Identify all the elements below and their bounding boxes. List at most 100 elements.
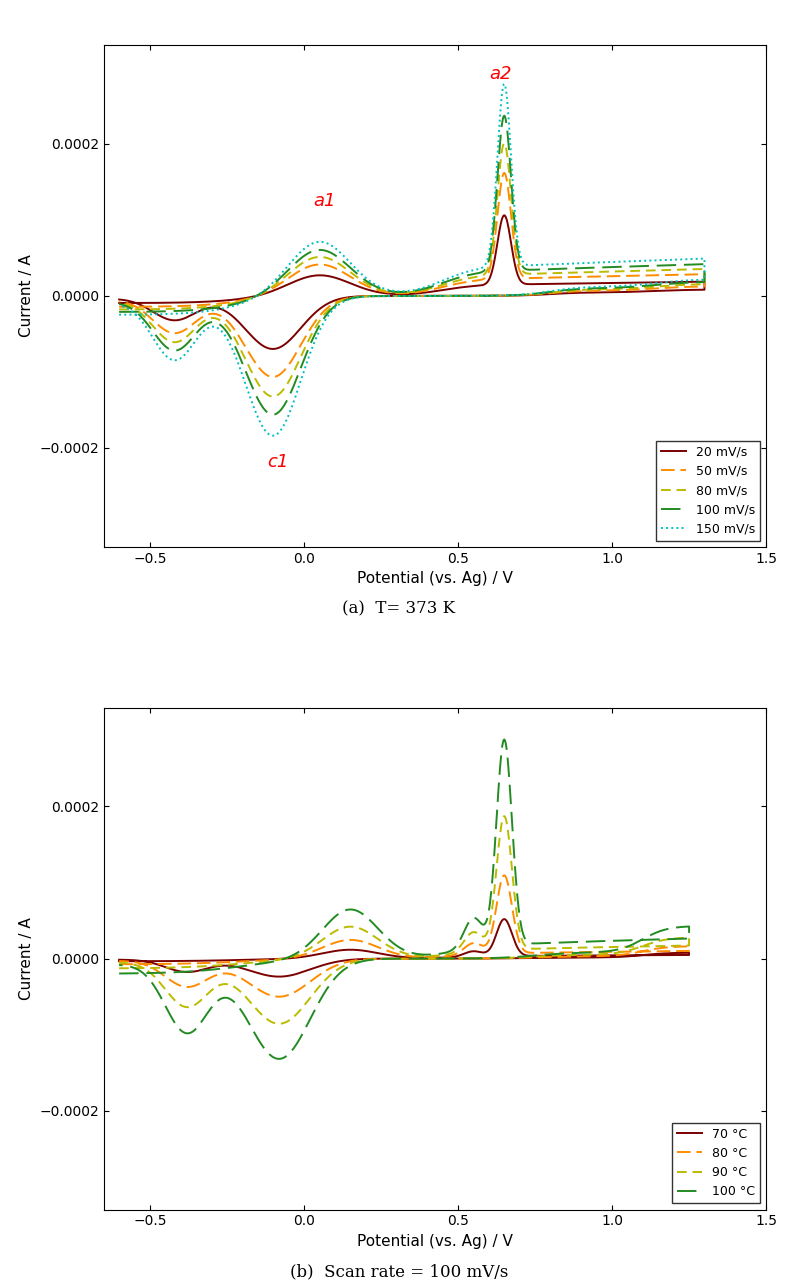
80 °C <box>500 868 509 883</box>
70 °C <box>318 946 328 961</box>
Y-axis label: Current / A: Current / A <box>18 918 34 1000</box>
Text: a2: a2 <box>489 65 512 83</box>
80 °C <box>136 956 145 972</box>
100 °C <box>318 922 328 937</box>
50 mV/s <box>645 268 654 283</box>
80 °C <box>468 951 478 966</box>
90 °C <box>500 809 509 824</box>
50 mV/s <box>188 316 198 332</box>
90 °C <box>136 960 145 975</box>
70 °C <box>275 969 284 984</box>
50 mV/s <box>268 369 278 384</box>
90 °C <box>187 998 196 1014</box>
Line: 80 mV/s: 80 mV/s <box>119 143 705 397</box>
Line: 150 mV/s: 150 mV/s <box>119 84 705 435</box>
100 mV/s <box>188 329 198 344</box>
80 mV/s <box>324 251 334 266</box>
70 °C <box>114 952 124 968</box>
90 °C <box>630 940 640 955</box>
Line: 50 mV/s: 50 mV/s <box>119 173 705 376</box>
70 °C <box>187 964 196 979</box>
90 °C <box>671 931 681 946</box>
70 °C <box>136 954 145 969</box>
50 mV/s <box>136 300 146 315</box>
20 mV/s <box>114 292 124 307</box>
100 mV/s <box>136 305 146 320</box>
20 mV/s <box>685 282 695 297</box>
70 °C <box>500 911 509 927</box>
100 °C <box>671 920 681 936</box>
20 mV/s <box>500 207 509 223</box>
70 °C <box>468 951 478 966</box>
70 °C <box>630 947 640 963</box>
100 mV/s <box>645 259 654 274</box>
70 °C <box>114 954 124 969</box>
Legend: 70 °C, 80 °C, 90 °C, 100 °C: 70 °C, 80 °C, 90 °C, 100 °C <box>672 1123 760 1203</box>
Line: 100 mV/s: 100 mV/s <box>119 115 705 415</box>
150 mV/s <box>114 307 124 323</box>
Line: 80 °C: 80 °C <box>119 876 689 997</box>
80 mV/s <box>500 136 509 151</box>
150 mV/s <box>136 307 146 323</box>
80 mV/s <box>188 323 198 338</box>
80 mV/s <box>114 296 124 311</box>
20 mV/s <box>645 275 654 291</box>
70 °C <box>671 946 681 961</box>
Text: (b)  Scan rate = 100 mV/s: (b) Scan rate = 100 mV/s <box>290 1263 508 1280</box>
100 mV/s <box>324 244 334 260</box>
150 mV/s <box>324 237 334 252</box>
80 mV/s <box>478 288 488 303</box>
50 mV/s <box>500 165 509 180</box>
20 mV/s <box>136 296 146 311</box>
80 °C <box>187 979 196 995</box>
80 °C <box>318 940 328 955</box>
80 mV/s <box>645 262 654 278</box>
Line: 20 mV/s: 20 mV/s <box>119 215 705 349</box>
100 mV/s <box>114 305 124 320</box>
100 °C <box>114 966 124 982</box>
50 mV/s <box>478 288 488 303</box>
Line: 70 °C: 70 °C <box>119 919 689 977</box>
80 °C <box>671 940 681 955</box>
90 °C <box>318 932 328 947</box>
80 °C <box>630 943 640 959</box>
80 mV/s <box>136 302 146 317</box>
100 °C <box>275 1051 284 1066</box>
80 mV/s <box>268 389 278 404</box>
20 mV/s <box>114 296 124 311</box>
150 mV/s <box>685 273 695 288</box>
X-axis label: Potential (vs. Ag) / V: Potential (vs. Ag) / V <box>357 1234 513 1249</box>
80 °C <box>114 954 124 969</box>
80 °C <box>275 989 284 1005</box>
100 mV/s <box>268 407 278 422</box>
100 mV/s <box>500 108 509 123</box>
Text: c1: c1 <box>267 453 288 471</box>
90 °C <box>114 960 124 975</box>
20 mV/s <box>188 306 198 321</box>
150 mV/s <box>478 288 488 303</box>
90 °C <box>468 951 478 966</box>
150 mV/s <box>645 253 654 269</box>
100 °C <box>187 1025 196 1041</box>
150 mV/s <box>188 337 198 352</box>
100 mV/s <box>478 288 488 303</box>
100 mV/s <box>114 297 124 312</box>
150 mV/s <box>268 428 278 443</box>
100 °C <box>114 957 124 973</box>
Line: 100 °C: 100 °C <box>119 740 689 1059</box>
80 mV/s <box>685 276 695 292</box>
50 mV/s <box>114 300 124 315</box>
Line: 90 °C: 90 °C <box>119 817 689 1024</box>
Text: a1: a1 <box>314 192 336 210</box>
150 mV/s <box>500 77 509 92</box>
20 mV/s <box>478 288 488 303</box>
Legend: 20 mV/s, 50 mV/s, 80 mV/s, 100 mV/s, 150 mV/s: 20 mV/s, 50 mV/s, 80 mV/s, 100 mV/s, 150… <box>656 440 760 540</box>
50 mV/s <box>685 279 695 294</box>
20 mV/s <box>324 269 334 284</box>
20 mV/s <box>268 342 278 357</box>
100 °C <box>468 951 478 966</box>
50 mV/s <box>114 293 124 308</box>
100 mV/s <box>685 275 695 291</box>
150 mV/s <box>114 298 124 314</box>
90 °C <box>275 1016 284 1032</box>
